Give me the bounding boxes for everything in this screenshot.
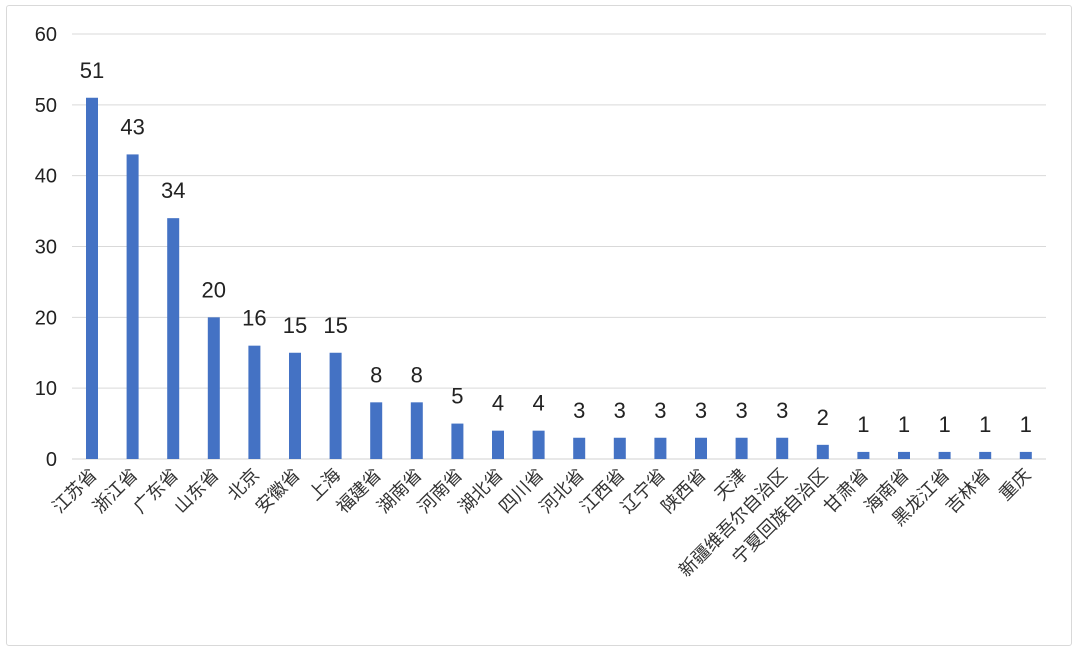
y-tick-label: 60 xyxy=(35,24,57,46)
bar xyxy=(1019,451,1032,459)
y-tick-label: 0 xyxy=(46,449,57,471)
data-label: 1 xyxy=(938,412,950,437)
category-label: 辽宁省 xyxy=(617,465,670,518)
bar xyxy=(370,402,383,459)
y-axis-ticks: 0 10 20 30 40 50 60 xyxy=(35,24,57,471)
category-label: 湖南省 xyxy=(373,465,426,518)
data-label: 43 xyxy=(120,114,144,139)
bar xyxy=(86,97,98,459)
category-label: 安徽省 xyxy=(252,465,305,518)
y-tick-label: 20 xyxy=(35,307,57,329)
category-label: 吉林省 xyxy=(942,465,995,518)
category-label: 四川省 xyxy=(495,465,548,518)
category-label: 河南省 xyxy=(414,465,467,518)
data-label: 1 xyxy=(1020,412,1032,437)
y-tick-label: 40 xyxy=(35,166,57,188)
data-label: 3 xyxy=(735,398,747,423)
bar xyxy=(695,437,707,459)
bar xyxy=(532,430,545,459)
data-label: 3 xyxy=(573,398,585,423)
category-label: 陕西省 xyxy=(658,465,711,518)
category-label: 广东省 xyxy=(130,465,183,518)
bar xyxy=(735,437,748,459)
data-label: 3 xyxy=(614,398,626,423)
data-label: 4 xyxy=(532,391,544,416)
data-label: 8 xyxy=(370,362,382,387)
data-label: 15 xyxy=(323,313,347,338)
bar xyxy=(167,218,180,459)
gridlines xyxy=(72,33,1046,389)
y-tick-label: 30 xyxy=(35,237,57,259)
category-label: 浙江省 xyxy=(89,465,142,518)
data-label: 16 xyxy=(242,306,266,331)
data-label: 1 xyxy=(898,412,910,437)
data-label: 8 xyxy=(411,362,423,387)
bar xyxy=(898,451,910,459)
data-label: 20 xyxy=(202,277,226,302)
bar xyxy=(816,444,829,459)
data-label: 15 xyxy=(283,313,307,338)
category-label: 江苏省 xyxy=(49,465,102,518)
category-label: 福建省 xyxy=(333,465,386,518)
bar xyxy=(289,352,301,459)
data-label: 2 xyxy=(817,405,829,430)
data-label: 3 xyxy=(654,398,666,423)
bar xyxy=(207,317,220,459)
category-label: 湖北省 xyxy=(455,465,508,518)
bar xyxy=(329,352,342,459)
bar xyxy=(126,154,139,459)
data-label: 34 xyxy=(161,178,185,203)
category-label: 江西省 xyxy=(576,465,629,518)
bar xyxy=(857,451,870,459)
bar xyxy=(573,437,586,459)
category-label: 山东省 xyxy=(170,465,223,518)
bar xyxy=(248,345,261,459)
y-tick-label: 50 xyxy=(35,95,57,117)
bar xyxy=(776,437,789,459)
data-label: 3 xyxy=(776,398,788,423)
category-label: 重庆 xyxy=(995,465,1035,505)
category-label: 甘肃省 xyxy=(820,465,873,518)
data-label: 3 xyxy=(695,398,707,423)
data-label: 1 xyxy=(979,412,991,437)
bar xyxy=(492,430,504,459)
bar xyxy=(979,451,992,459)
bar xyxy=(654,437,667,459)
bar xyxy=(410,402,423,459)
category-label: 河北省 xyxy=(536,465,589,518)
bar xyxy=(938,451,951,459)
data-label: 1 xyxy=(857,412,869,437)
y-tick-label: 10 xyxy=(35,378,57,400)
bars xyxy=(86,97,1032,459)
chart-frame xyxy=(6,5,1072,646)
data-label: 5 xyxy=(451,384,463,409)
bar xyxy=(613,437,626,459)
bar xyxy=(451,423,464,459)
data-label: 51 xyxy=(80,58,104,83)
data-label: 4 xyxy=(492,391,504,416)
